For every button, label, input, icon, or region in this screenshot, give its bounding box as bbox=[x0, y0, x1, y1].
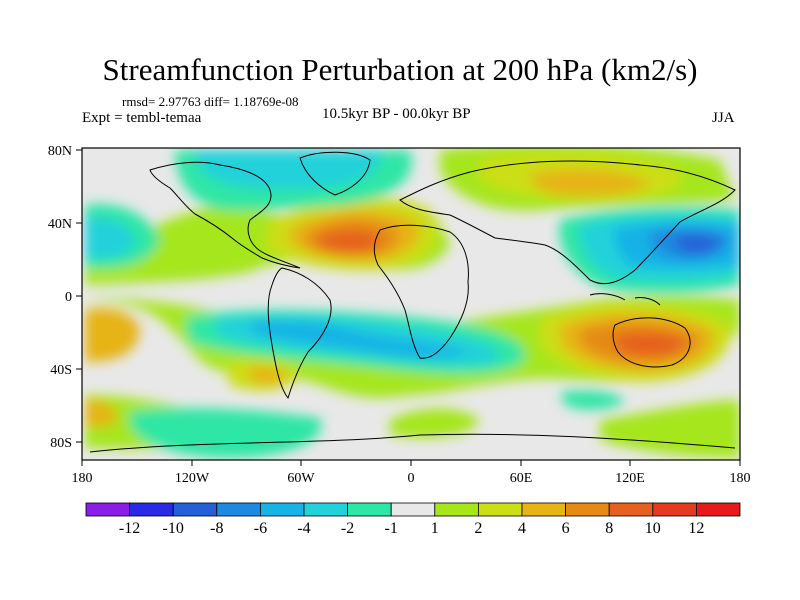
colorbar-label: 4 bbox=[518, 520, 526, 537]
colorbar-label: 12 bbox=[688, 520, 704, 537]
colorbar-swatch bbox=[85, 502, 130, 517]
coastline-north-america bbox=[149, 161, 301, 269]
coastline-south-america bbox=[267, 267, 332, 400]
lon-label: 0 bbox=[408, 471, 415, 486]
colorbar-swatch bbox=[521, 502, 566, 517]
coastline-indonesia bbox=[589, 293, 661, 306]
experiment-label: Expt = tembl-temaa bbox=[82, 110, 202, 126]
field-positive-band bbox=[600, 400, 740, 458]
colorbar-swatch bbox=[652, 502, 697, 517]
coastline-greenland bbox=[299, 151, 371, 196]
colorbar-label: -2 bbox=[341, 520, 354, 537]
field-positive-band bbox=[85, 399, 118, 427]
field-negative-band bbox=[85, 217, 136, 259]
field-negative-band bbox=[195, 150, 381, 190]
lon-label: 60E bbox=[510, 471, 533, 486]
colorbar: -12 -10 -8 -6 -4 -2 -1 1 2 4 6 8 10 12 bbox=[85, 502, 741, 537]
lat-label: 0 bbox=[65, 290, 72, 305]
coastline-europe-asia bbox=[399, 160, 736, 285]
lat-labels: 80N 40N 0 40S 80S bbox=[48, 144, 72, 451]
coastline-australia bbox=[612, 317, 691, 368]
colorbar-swatch bbox=[390, 502, 436, 517]
field-positive-band bbox=[318, 230, 379, 252]
lat-label: 40N bbox=[48, 217, 72, 232]
colorbar-swatch bbox=[259, 502, 305, 517]
colorbar-swatch bbox=[129, 502, 174, 517]
colorbar-swatch bbox=[347, 502, 392, 517]
field-negative-band bbox=[675, 233, 720, 254]
field-positive-band bbox=[390, 408, 480, 438]
season-label: JJA bbox=[712, 110, 735, 126]
stats-text: rmsd= 2.97763 diff= 1.18769e-08 bbox=[122, 94, 299, 109]
lon-label: 180 bbox=[72, 471, 93, 486]
colorbar-label: -8 bbox=[210, 520, 223, 537]
lon-label: 180 bbox=[730, 471, 751, 486]
field-negative-band bbox=[560, 390, 625, 410]
field-layer bbox=[82, 148, 740, 460]
field-positive-band bbox=[85, 308, 140, 362]
lon-label: 120E bbox=[615, 471, 645, 486]
colorbar-label: 8 bbox=[605, 520, 613, 537]
lon-label: 120W bbox=[175, 471, 210, 486]
colorbar-label: -12 bbox=[119, 520, 140, 537]
colorbar-swatch bbox=[172, 502, 218, 517]
colorbar-swatch bbox=[565, 502, 610, 517]
colorbar-swatch bbox=[608, 502, 654, 517]
period-label: 10.5kyr BP - 00.0kyr BP bbox=[322, 106, 471, 122]
colorbar-label: 6 bbox=[562, 520, 570, 537]
colorbar-swatch bbox=[434, 502, 479, 517]
chart-title: Streamfunction Perturbation at 200 hPa (… bbox=[102, 52, 698, 87]
coastlines bbox=[89, 151, 736, 453]
lon-labels: 180 120W 60W 0 60E 120E 180 bbox=[72, 471, 751, 486]
colorbar-label: 10 bbox=[645, 520, 661, 537]
lon-label: 60W bbox=[287, 471, 315, 486]
colorbar-label: -6 bbox=[254, 520, 267, 537]
lat-label: 40S bbox=[50, 363, 72, 378]
colorbar-swatch bbox=[216, 502, 261, 517]
field-positive-band bbox=[615, 332, 685, 356]
colorbar-swatch bbox=[303, 502, 348, 517]
field-positive-band bbox=[530, 169, 650, 197]
field-positive-band bbox=[248, 366, 288, 385]
colorbar-label: -4 bbox=[297, 520, 310, 537]
colorbar-label: -10 bbox=[163, 520, 184, 537]
lat-label: 80S bbox=[50, 436, 72, 451]
colorbar-swatch bbox=[696, 502, 741, 517]
colorbar-swatch bbox=[477, 502, 523, 517]
axis-ticks bbox=[76, 149, 741, 466]
coastline-antarctica bbox=[89, 433, 736, 453]
colorbar-label: 2 bbox=[474, 520, 482, 537]
colorbar-label: -1 bbox=[385, 520, 398, 537]
colorbar-label: 1 bbox=[431, 520, 439, 537]
coastline-africa bbox=[373, 224, 469, 359]
lat-label: 80N bbox=[48, 144, 72, 159]
